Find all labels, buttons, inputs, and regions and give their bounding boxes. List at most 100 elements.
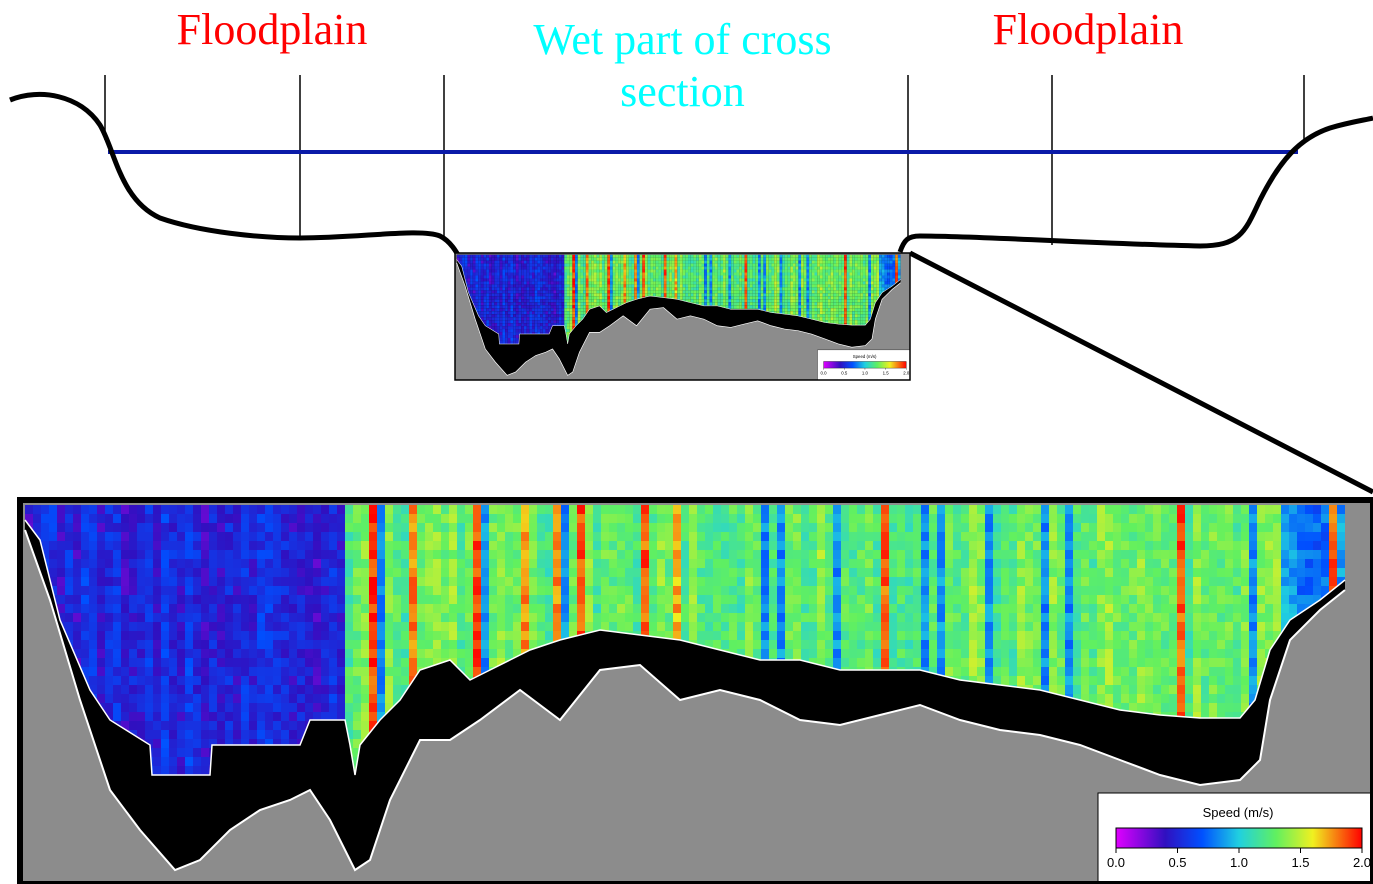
speed-cell (281, 613, 289, 622)
speed-cell (969, 514, 977, 523)
speed-cell (113, 586, 121, 595)
speed-cell (433, 604, 441, 613)
speed-cell (961, 658, 969, 667)
speed-cell (1137, 568, 1145, 577)
speed-cell (505, 514, 513, 523)
speed-cell (793, 505, 801, 514)
speed-cell (209, 532, 217, 541)
speed-cell (1273, 568, 1281, 577)
speed-cell (113, 532, 121, 541)
speed-cell (97, 568, 105, 577)
speed-cell (209, 631, 217, 640)
speed-cell (905, 595, 913, 604)
speed-cell (953, 559, 961, 568)
speed-cell (1121, 541, 1129, 550)
speed-cell (513, 523, 521, 532)
speed-cell (217, 514, 225, 523)
measurement-panel: Speed (m/s) 0.0 0.5 1.0 1.5 2.0 (20, 500, 1373, 884)
speed-cell (321, 676, 329, 685)
speed-cell (825, 622, 833, 631)
speed-cell (1145, 649, 1153, 658)
speed-cell (897, 577, 905, 586)
speed-cell (857, 586, 865, 595)
speed-cell (57, 595, 65, 604)
speed-cell (1081, 622, 1089, 631)
speed-cell (1001, 640, 1009, 649)
speed-cell (409, 640, 417, 649)
speed-cell (153, 586, 161, 595)
speed-cell (1081, 577, 1089, 586)
speed-cell (193, 694, 201, 703)
speed-cell (113, 514, 121, 523)
speed-cell (257, 676, 265, 685)
speed-cell (217, 631, 225, 640)
speed-cell (657, 541, 665, 550)
speed-cell (449, 586, 457, 595)
speed-cell (689, 532, 697, 541)
speed-cell (97, 595, 105, 604)
speed-cell (1065, 667, 1073, 676)
speed-cell (321, 541, 329, 550)
speed-cell (241, 523, 249, 532)
speed-cell (345, 559, 353, 568)
speed-cell (137, 568, 145, 577)
speed-cell (1113, 622, 1121, 631)
speed-cell (129, 604, 137, 613)
speed-cell (1153, 703, 1161, 712)
speed-cell (673, 532, 681, 541)
speed-cell (849, 631, 857, 640)
speed-cell (505, 559, 513, 568)
speed-cell (1137, 703, 1145, 712)
speed-cell (409, 613, 417, 622)
speed-cell (449, 631, 457, 640)
speed-cell (193, 568, 201, 577)
speed-cell (89, 658, 97, 667)
speed-cell (937, 622, 945, 631)
speed-cell (425, 514, 433, 523)
speed-cell (529, 640, 537, 649)
speed-cell (1105, 559, 1113, 568)
speed-cell (1233, 505, 1241, 514)
speed-cell (801, 631, 809, 640)
speed-cell (441, 577, 449, 586)
speed-cell (841, 550, 849, 559)
speed-cell (529, 595, 537, 604)
speed-cell (385, 577, 393, 586)
speed-cell (225, 613, 233, 622)
speed-cell (385, 586, 393, 595)
speed-cell (961, 514, 969, 523)
speed-cell (1257, 613, 1265, 622)
speed-cell (993, 604, 1001, 613)
speed-cell (257, 613, 265, 622)
speed-cell (313, 667, 321, 676)
speed-cell (377, 676, 385, 685)
speed-cell (265, 541, 273, 550)
speed-cell (1305, 505, 1313, 514)
speed-cell (865, 649, 873, 658)
speed-cell (217, 703, 225, 712)
speed-cell (57, 532, 65, 541)
speed-cell (345, 622, 353, 631)
speed-cell (545, 622, 553, 631)
speed-cell (705, 577, 713, 586)
speed-cell (1193, 586, 1201, 595)
speed-cell (873, 658, 881, 667)
speed-cell (937, 532, 945, 541)
speed-cell (1233, 649, 1241, 658)
speed-cell (249, 730, 257, 739)
speed-cell (1281, 604, 1289, 613)
speed-cell (353, 604, 361, 613)
speed-cell (313, 676, 321, 685)
speed-cell (177, 586, 185, 595)
speed-cell (1193, 676, 1201, 685)
speed-cell (97, 541, 105, 550)
speed-cell (57, 550, 65, 559)
speed-cell (1017, 622, 1025, 631)
speed-cell (625, 532, 633, 541)
speed-cell (1145, 694, 1153, 703)
speed-cell (657, 559, 665, 568)
speed-cell (1185, 595, 1193, 604)
speed-cell (121, 568, 129, 577)
speed-cell (65, 622, 73, 631)
speed-cell (681, 595, 689, 604)
